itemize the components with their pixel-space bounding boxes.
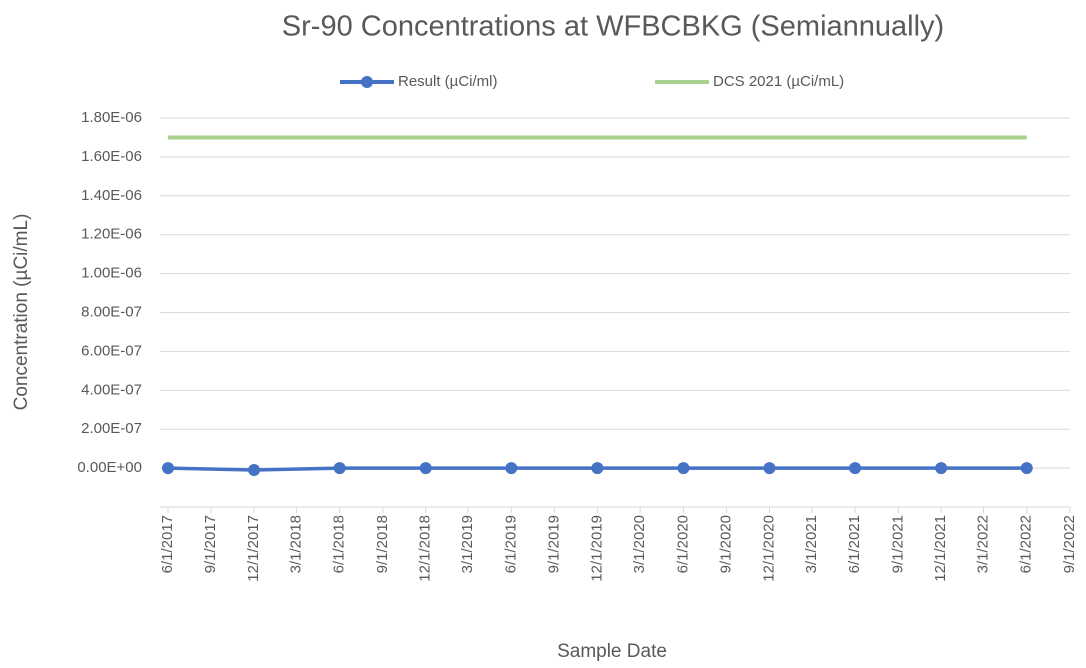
x-tick-label: 6/1/2020 xyxy=(674,515,691,573)
series-point xyxy=(1020,462,1033,475)
x-tick-label: 12/1/2019 xyxy=(588,515,605,582)
series-point xyxy=(248,464,261,477)
series-point xyxy=(419,462,432,475)
series-point xyxy=(677,462,690,475)
y-tick-label: 0.00E+00 xyxy=(77,459,142,476)
series-point xyxy=(162,462,174,475)
series-point xyxy=(333,462,346,475)
x-tick-label: 3/1/2022 xyxy=(974,515,991,573)
chart-title: Sr-90 Concentrations at WFBCBKG (Semiann… xyxy=(282,11,944,43)
x-tick-label: 12/1/2018 xyxy=(417,515,434,582)
x-tick-label: 12/1/2021 xyxy=(932,515,949,582)
x-tick-label: 12/1/2020 xyxy=(760,515,777,582)
y-tick-label: 1.60E-06 xyxy=(81,148,142,165)
x-tick-label: 9/1/2018 xyxy=(374,515,391,573)
x-tick-label: 6/1/2017 xyxy=(159,515,176,573)
x-tick-label: 3/1/2018 xyxy=(287,515,304,573)
x-tick-label: 3/1/2021 xyxy=(803,515,820,573)
x-tick-label: 6/1/2021 xyxy=(846,515,863,573)
y-tick-label: 8.00E-07 xyxy=(81,303,142,320)
y-tick-label: 1.40E-06 xyxy=(81,187,142,204)
x-tick-label: 9/1/2017 xyxy=(202,515,219,573)
x-tick-label: 3/1/2020 xyxy=(631,515,648,573)
y-axis-title: Concentration (µCi/mL) xyxy=(11,214,32,411)
x-tick-label: 9/1/2020 xyxy=(718,515,735,573)
x-tick-label: 9/1/2019 xyxy=(546,515,563,573)
x-tick-label: 6/1/2019 xyxy=(502,515,519,573)
series-point xyxy=(849,462,862,475)
x-tick-label: 9/1/2021 xyxy=(889,515,906,573)
legend-label: DCS 2021 (µCi/mL) xyxy=(713,73,844,90)
series-point xyxy=(763,462,776,475)
series-point xyxy=(935,462,948,475)
x-tick-label: 6/1/2018 xyxy=(331,515,348,573)
y-tick-label: 1.00E-06 xyxy=(81,265,142,282)
y-tick-label: 6.00E-07 xyxy=(81,342,142,359)
y-tick-label: 1.80E-06 xyxy=(81,109,142,126)
y-tick-label: 4.00E-07 xyxy=(81,381,142,398)
x-tick-label: 9/1/2022 xyxy=(1061,515,1078,573)
series-point xyxy=(505,462,518,475)
x-tick-label: 6/1/2022 xyxy=(1018,515,1035,573)
legend-marker xyxy=(361,76,373,88)
series-point xyxy=(591,462,604,475)
x-tick-label: 12/1/2017 xyxy=(245,515,262,582)
y-tick-label: 1.20E-06 xyxy=(81,226,142,243)
x-axis-title: Sample Date xyxy=(557,641,667,662)
y-tick-label: 2.00E-07 xyxy=(81,420,142,437)
x-tick-label: 3/1/2019 xyxy=(459,515,476,573)
legend-label: Result (µCi/ml) xyxy=(398,73,497,90)
